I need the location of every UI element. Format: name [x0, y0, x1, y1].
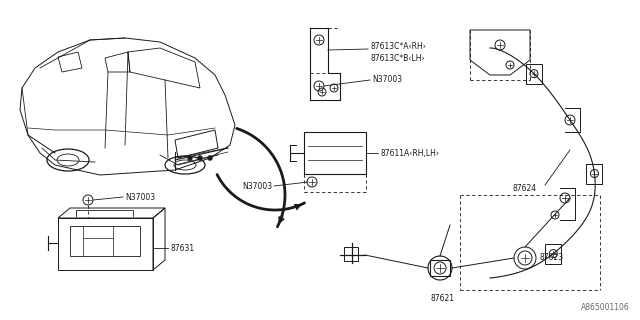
- Text: 87613C*A‹RH›: 87613C*A‹RH›: [370, 42, 426, 51]
- Circle shape: [198, 156, 202, 161]
- Text: 87613C*B‹LH›: 87613C*B‹LH›: [370, 53, 424, 62]
- Text: 87611A‹RH,LH›: 87611A‹RH,LH›: [380, 148, 439, 157]
- Text: 87623: 87623: [539, 253, 563, 262]
- Text: 87621: 87621: [430, 294, 454, 303]
- Text: 87631: 87631: [170, 244, 194, 252]
- Circle shape: [188, 156, 193, 161]
- Text: N37003: N37003: [125, 193, 155, 202]
- Text: A865001106: A865001106: [581, 303, 630, 312]
- Circle shape: [207, 156, 212, 161]
- Text: N37003: N37003: [372, 75, 402, 84]
- Text: 87624: 87624: [513, 183, 537, 193]
- Text: N37003: N37003: [242, 181, 272, 190]
